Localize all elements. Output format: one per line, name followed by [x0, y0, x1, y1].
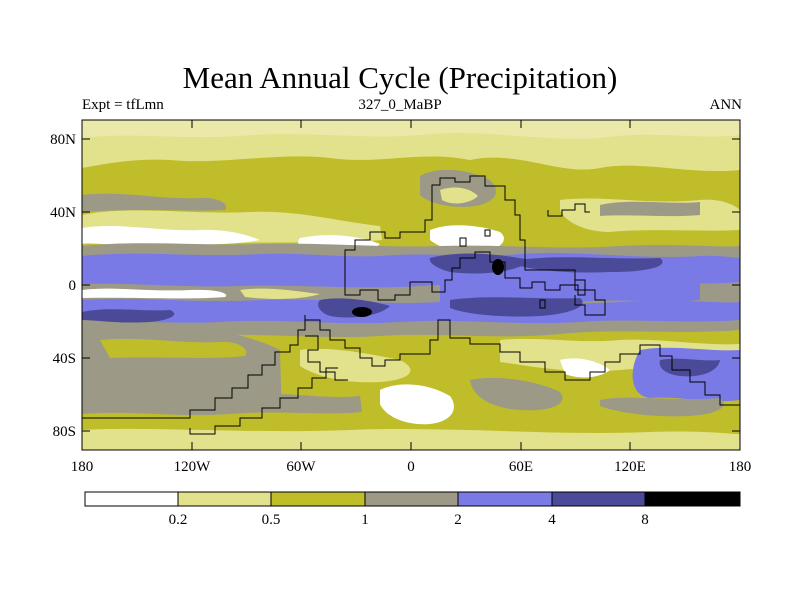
lon-label-0: 0	[407, 459, 415, 475]
field-pale-north	[82, 120, 740, 172]
coastline-small-island	[539, 299, 546, 309]
field-white-ant	[380, 384, 454, 425]
field-gray-sant	[470, 377, 563, 411]
coastline-gondwana-west	[82, 315, 306, 419]
field-gray-nlat	[82, 193, 227, 212]
field-darkblue-spac	[82, 309, 175, 323]
colorbar: 0.2 0.5 1 2 4 8	[84, 491, 741, 528]
colorbar-frame	[84, 491, 741, 507]
field-pale-eqpac	[240, 288, 320, 299]
field-light-north	[82, 120, 740, 139]
colorbar-label-4: 4	[548, 512, 556, 528]
field-white-natl	[82, 226, 260, 247]
lon-label-60w: 60W	[286, 459, 316, 475]
field-max-africa	[492, 259, 504, 275]
coastline-southern-margin	[189, 367, 338, 435]
field-pale-nasia	[440, 187, 478, 204]
field-white-sind	[560, 358, 610, 378]
coastline-inner-south	[305, 335, 348, 381]
coastline-seaway	[459, 229, 491, 247]
colorbar-box-5	[552, 492, 645, 506]
lat-label-80n: 80N	[50, 132, 76, 148]
colorbar-label-2: 1	[361, 512, 369, 528]
field-pale-satl	[300, 348, 411, 383]
colorbar-label-0: 0.2	[169, 512, 188, 528]
time-period-label: 327_0_MaBP	[358, 97, 442, 113]
colorbar-box-0	[85, 492, 178, 506]
colorbar-box-1	[178, 492, 271, 506]
lon-label-180e: 180	[729, 459, 752, 475]
lat-axis: 80N 40N 0 40S 80S	[50, 132, 740, 440]
colorbar-box-4	[458, 492, 552, 506]
field-gray-sant2	[600, 397, 724, 417]
field-darkblue-sindian	[450, 297, 583, 317]
lon-label-180w: 180	[71, 459, 94, 475]
map-title: Mean Annual Cycle (Precipitation)	[182, 60, 618, 95]
field-darkblue-samerica	[318, 298, 390, 318]
lat-label-40n: 40N	[50, 205, 76, 221]
field-gray-soc	[82, 393, 362, 416]
field-gray-npac	[600, 201, 700, 217]
colorbar-borders	[84, 491, 741, 507]
lon-label-120w: 120W	[174, 459, 212, 475]
field-white-eqpac	[82, 288, 227, 299]
coastline-plate-east	[574, 270, 606, 316]
colorbar-label-5: 8	[641, 512, 649, 528]
coastlines	[82, 175, 740, 435]
lon-label-120e: 120E	[614, 459, 646, 475]
lat-label-80s: 80S	[53, 424, 76, 440]
colorbar-box-3	[365, 492, 458, 506]
coastline-supercontinent-south	[304, 315, 740, 406]
lat-label-0: 0	[69, 278, 77, 294]
field-darkblue-aus	[659, 358, 720, 377]
colorbar-box-6	[645, 492, 740, 506]
coastline-supercontinent-north	[344, 175, 586, 301]
field-pale-spole	[82, 428, 740, 450]
field-darkblue-asia	[520, 257, 663, 273]
precipitation-field	[82, 120, 740, 450]
field-blue-indian	[440, 277, 700, 304]
lon-label-60e: 60E	[509, 459, 533, 475]
coastline-asia-east	[547, 203, 590, 217]
field-olive-spac	[100, 338, 247, 358]
experiment-label: Expt = tfLmn	[82, 97, 164, 113]
colorbar-label-1: 0.5	[262, 512, 281, 528]
field-max-samerica	[352, 307, 372, 317]
season-label: ANN	[709, 97, 743, 113]
lon-axis: 180 120W 60W 0 60E 120E 180	[71, 120, 752, 475]
colorbar-label-3: 2	[454, 512, 462, 528]
lat-label-40s: 40S	[53, 351, 76, 367]
colorbar-box-2	[271, 492, 365, 506]
